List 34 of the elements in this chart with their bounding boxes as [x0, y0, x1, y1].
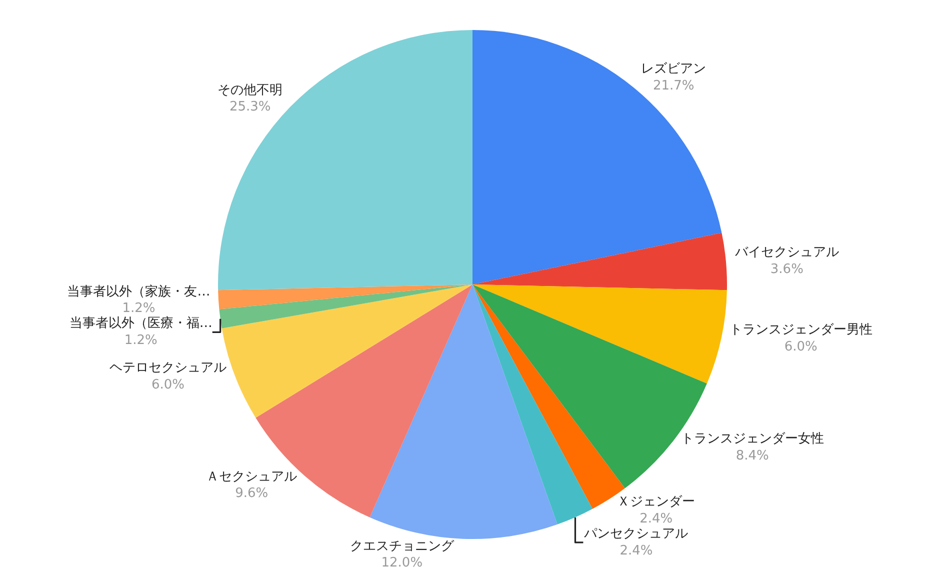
data-label: 3.6% [770, 262, 804, 278]
data-label: 8.4% [736, 448, 769, 464]
data-label: 2.4% [640, 512, 673, 527]
data-label: 1.2% [124, 333, 158, 348]
pie-slice [472, 284, 625, 509]
pie-slice [218, 284, 472, 310]
data-label: 21.7% [652, 78, 694, 94]
slice-label: レズビアン [641, 62, 706, 77]
slice-label: その他不明 [218, 82, 283, 98]
slice-label: トランスジェンダー女性 [680, 431, 824, 446]
slice-label: パンセクシュアル [583, 526, 688, 542]
slice-label: 当事者以外（家族・友… [67, 283, 210, 300]
pie-slice [219, 284, 472, 328]
data-label: 9.6% [235, 486, 268, 502]
slice-label: クエスチョニング [350, 538, 455, 554]
slice-label: トランスジェンダー男性 [729, 322, 872, 338]
data-label: 6.0% [152, 378, 185, 393]
data-label: 25.3% [229, 100, 271, 115]
slice-label: ヘテロセクシュアル [110, 360, 227, 376]
data-label: 6.0% [784, 339, 818, 354]
data-label: 2.4% [620, 543, 653, 558]
pie-slice [472, 30, 722, 284]
data-label: 12.0% [381, 556, 423, 571]
slice-label: バイセクシュアル [734, 245, 839, 260]
pie-slice [370, 284, 558, 539]
pie-slice [472, 284, 727, 384]
pie-slice [472, 284, 593, 524]
data-label: 1.2% [122, 301, 156, 316]
slice-label: Ｘジェンダー [617, 494, 696, 510]
pie-slice [218, 30, 472, 290]
slice-label: 当事者以外（医療・福… [69, 316, 212, 332]
slice-label: Ａセクシュアル [206, 469, 298, 484]
pie-slice [472, 232, 727, 290]
pie-slice [472, 284, 707, 488]
